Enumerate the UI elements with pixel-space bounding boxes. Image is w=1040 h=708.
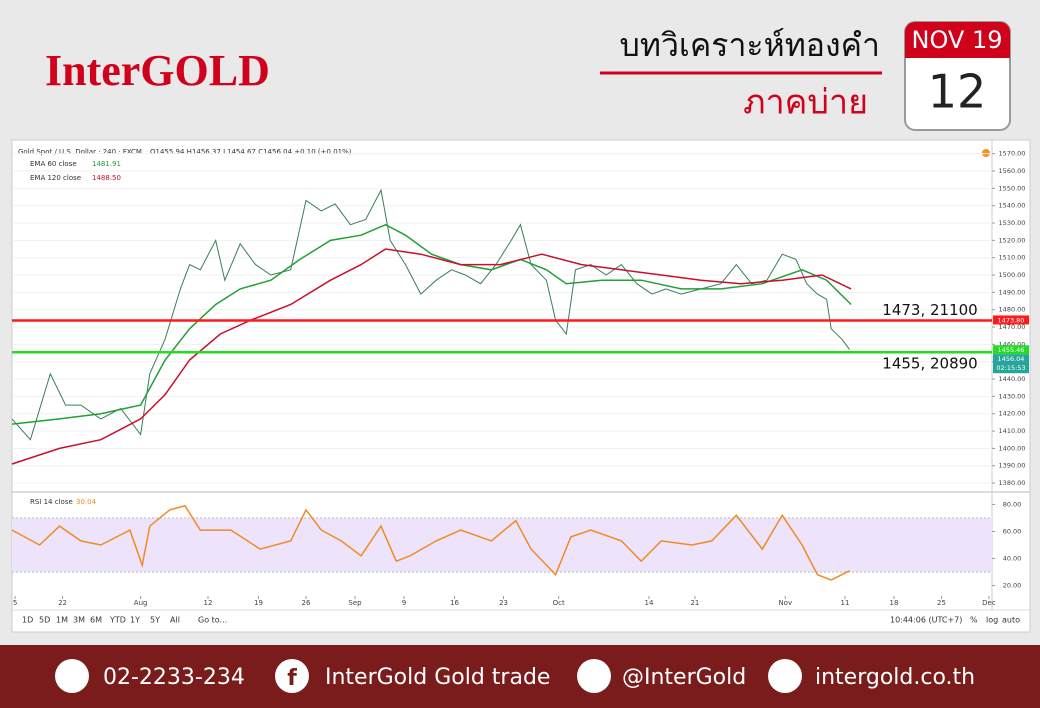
y-tick-label: 1510.00 (999, 254, 1026, 262)
legend-label: EMA 60 close (30, 160, 77, 168)
x-tick-label: 16 (450, 599, 459, 607)
ohlc: O1455.94 H1456.37 L1454.67 C1456.04 +0.1… (150, 148, 352, 156)
y-tick-label: 1380.00 (999, 479, 1026, 487)
y-tick-label: 1400.00 (999, 444, 1026, 452)
facebook-icon (275, 659, 309, 693)
range-button[interactable]: 5Y (150, 616, 160, 625)
price-tag-bg (993, 354, 1029, 374)
y-tick-label: 60.00 (1003, 527, 1022, 535)
legend-label: RSI 14 close (30, 498, 73, 506)
line-icon (577, 659, 611, 693)
y-tick-label: 1440.00 (999, 375, 1026, 383)
y-tick-label: 1530.00 (999, 219, 1026, 227)
countdown: 02:15:53 (996, 364, 1025, 372)
rsi-band (12, 517, 992, 573)
x-tick-label: 25 (937, 599, 946, 607)
x-tick-label: 12 (204, 599, 213, 607)
series-line (11, 504, 850, 581)
series-line (11, 223, 852, 425)
chart-title: Gold Spot / U.S. Dollar · 240 · FXCM (18, 148, 142, 156)
phone: 02-2233-234 (103, 665, 245, 690)
x-tick-label: 5 (13, 599, 17, 607)
y-tick-label: 1500.00 (999, 271, 1026, 279)
legend-value: 30.04 (76, 498, 97, 506)
calendar-month: NOV 19 (911, 26, 1002, 54)
x-tick-label: 11 (841, 599, 850, 607)
phone-icon (55, 659, 89, 693)
series-line (11, 188, 851, 441)
range-button[interactable]: YTD (109, 616, 126, 625)
level-tag-bg (993, 315, 1029, 325)
price-tag: 1456.04 (998, 355, 1025, 363)
scale-option[interactable]: log (986, 616, 998, 625)
plot: 1380.001390.001400.001410.001420.001430.… (11, 150, 1029, 625)
web-icon (768, 659, 802, 693)
level-annotation: 1455, 20890 (882, 355, 977, 373)
x-tick-label: 23 (499, 599, 508, 607)
y-tick-label: 20.00 (1003, 582, 1022, 590)
facebook: InterGold Gold trade (325, 665, 550, 690)
y-tick-label: 1490.00 (999, 288, 1026, 296)
x-tick-label: 18 (890, 599, 899, 607)
y-tick-label: 1410.00 (999, 427, 1026, 435)
y-tick-label: 1520.00 (999, 236, 1026, 244)
legend-label: EMA 120 close (30, 174, 81, 182)
range-button[interactable]: All (170, 616, 180, 625)
range-button[interactable]: 1Y (130, 616, 140, 625)
y-tick-label: 80.00 (1003, 500, 1022, 508)
range-button[interactable]: 5D (39, 616, 50, 625)
y-tick-label: 1430.00 (999, 392, 1026, 400)
range-button[interactable]: Go to... (198, 616, 227, 625)
line-id: @InterGold (622, 665, 746, 690)
calendar-top (905, 22, 1010, 58)
x-tick-label: 21 (690, 599, 699, 607)
x-tick-label: Sep (348, 599, 362, 607)
subtitle: ภาคบ่าย (743, 83, 868, 123)
footer-bg (0, 645, 1040, 708)
y-tick-label: 1480.00 (999, 306, 1026, 314)
logo: InterGOLD (45, 46, 270, 95)
y-tick-label: 1570.00 (999, 150, 1026, 158)
level-tag: 1455.46 (998, 346, 1025, 354)
legend-value: 1488.50 (92, 174, 121, 182)
y-tick-label: 1460.00 (999, 340, 1026, 348)
y-tick-label: 1470.00 (999, 323, 1026, 331)
clock: 10:44:06 (UTC+7) (890, 616, 962, 625)
y-tick-label: 1540.00 (999, 202, 1026, 210)
level-annotation: 1473, 21100 (882, 301, 977, 319)
x-tick-label: 14 (645, 599, 654, 607)
x-tick-label: 26 (302, 599, 311, 607)
y-tick-label: 1390.00 (999, 462, 1026, 470)
x-tick-label: 19 (254, 599, 263, 607)
range-button[interactable]: 3M (73, 616, 85, 625)
x-tick-label: Aug (134, 599, 148, 607)
level-tag: 1473.80 (998, 316, 1025, 324)
x-tick-label: 9 (402, 599, 406, 607)
y-tick-label: 1550.00 (999, 184, 1026, 192)
range-button[interactable]: 1D (22, 616, 33, 625)
scale-option[interactable]: % (970, 616, 978, 625)
facebook-glyph: f (287, 666, 297, 691)
range-button[interactable]: 1M (56, 616, 68, 625)
x-tick-label: Dec (982, 599, 996, 607)
y-tick-label: 1560.00 (999, 167, 1026, 175)
x-tick-label: 22 (58, 599, 67, 607)
website: intergold.co.th (815, 665, 975, 690)
x-tick-label: Oct (553, 599, 565, 607)
y-tick-label: 1420.00 (999, 410, 1026, 418)
title: บทวิเคราะห์ทองคำ (620, 26, 880, 64)
series-line (11, 248, 852, 465)
level-tag-bg (993, 345, 1029, 355)
legend-value: 1481.91 (92, 160, 121, 168)
alert-icon (982, 149, 990, 157)
scale-option[interactable]: auto (1002, 616, 1020, 625)
x-tick-label: Nov (778, 599, 792, 607)
calendar-day: 12 (928, 65, 987, 119)
y-tick-label: 40.00 (1003, 555, 1022, 563)
range-button[interactable]: 6M (90, 616, 102, 625)
